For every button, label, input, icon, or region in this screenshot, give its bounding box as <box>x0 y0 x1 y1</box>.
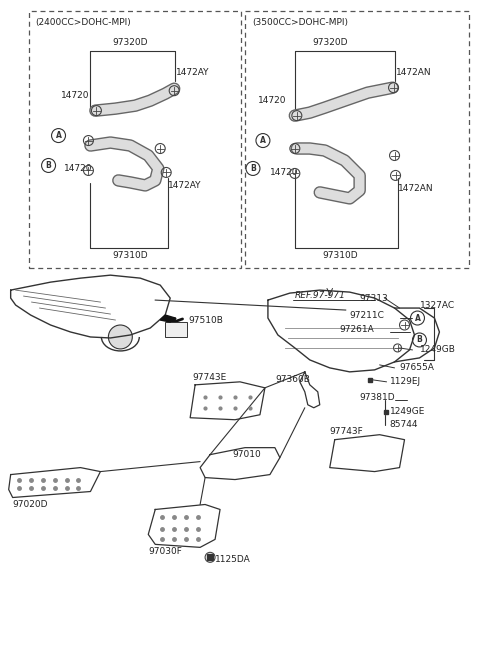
Text: 1472AY: 1472AY <box>176 68 210 77</box>
Text: 97320D: 97320D <box>312 38 348 47</box>
Text: (2400CC>DOHC-MPI): (2400CC>DOHC-MPI) <box>36 18 132 28</box>
Text: 1129EJ: 1129EJ <box>390 377 420 386</box>
Text: 1472AN: 1472AN <box>396 68 431 77</box>
Text: 14720: 14720 <box>60 91 89 100</box>
Text: B: B <box>46 161 51 170</box>
Text: 14720: 14720 <box>270 168 299 177</box>
Text: 97360B: 97360B <box>275 375 310 384</box>
Text: 97320D: 97320D <box>113 38 148 47</box>
Circle shape <box>108 325 132 349</box>
Text: A: A <box>415 314 420 323</box>
Text: A: A <box>260 136 266 145</box>
Text: 97655A: 97655A <box>399 363 434 373</box>
Text: REF.97-971: REF.97-971 <box>295 291 346 300</box>
Text: B: B <box>417 335 422 344</box>
Text: 97743E: 97743E <box>192 373 227 382</box>
Text: 1327AC: 1327AC <box>420 300 455 310</box>
Text: 97010: 97010 <box>232 450 261 459</box>
Text: 97381D: 97381D <box>360 394 395 402</box>
FancyBboxPatch shape <box>165 322 187 337</box>
Text: 97020D: 97020D <box>12 500 48 509</box>
Text: B: B <box>250 164 256 173</box>
Text: 97310D: 97310D <box>112 251 148 260</box>
Text: 14720: 14720 <box>258 96 287 105</box>
Polygon shape <box>160 315 175 322</box>
Text: 97510B: 97510B <box>188 316 223 325</box>
Text: 1125DA: 1125DA <box>215 555 251 564</box>
Text: A: A <box>56 131 61 140</box>
Text: 1249GB: 1249GB <box>420 346 456 354</box>
Text: 97743F: 97743F <box>330 427 363 436</box>
Text: 14720: 14720 <box>63 164 92 173</box>
Text: 85744: 85744 <box>390 420 418 429</box>
Text: 1472AY: 1472AY <box>168 181 202 190</box>
Text: 97261A: 97261A <box>340 325 374 335</box>
Text: 1472AN: 1472AN <box>397 184 433 193</box>
Text: (3500CC>DOHC-MPI): (3500CC>DOHC-MPI) <box>252 18 348 28</box>
Text: 97030F: 97030F <box>148 547 182 556</box>
Text: 97310D: 97310D <box>322 251 358 260</box>
Text: 1249GE: 1249GE <box>390 407 425 417</box>
Text: 97211C: 97211C <box>350 310 384 319</box>
Text: 97313: 97313 <box>360 294 388 302</box>
